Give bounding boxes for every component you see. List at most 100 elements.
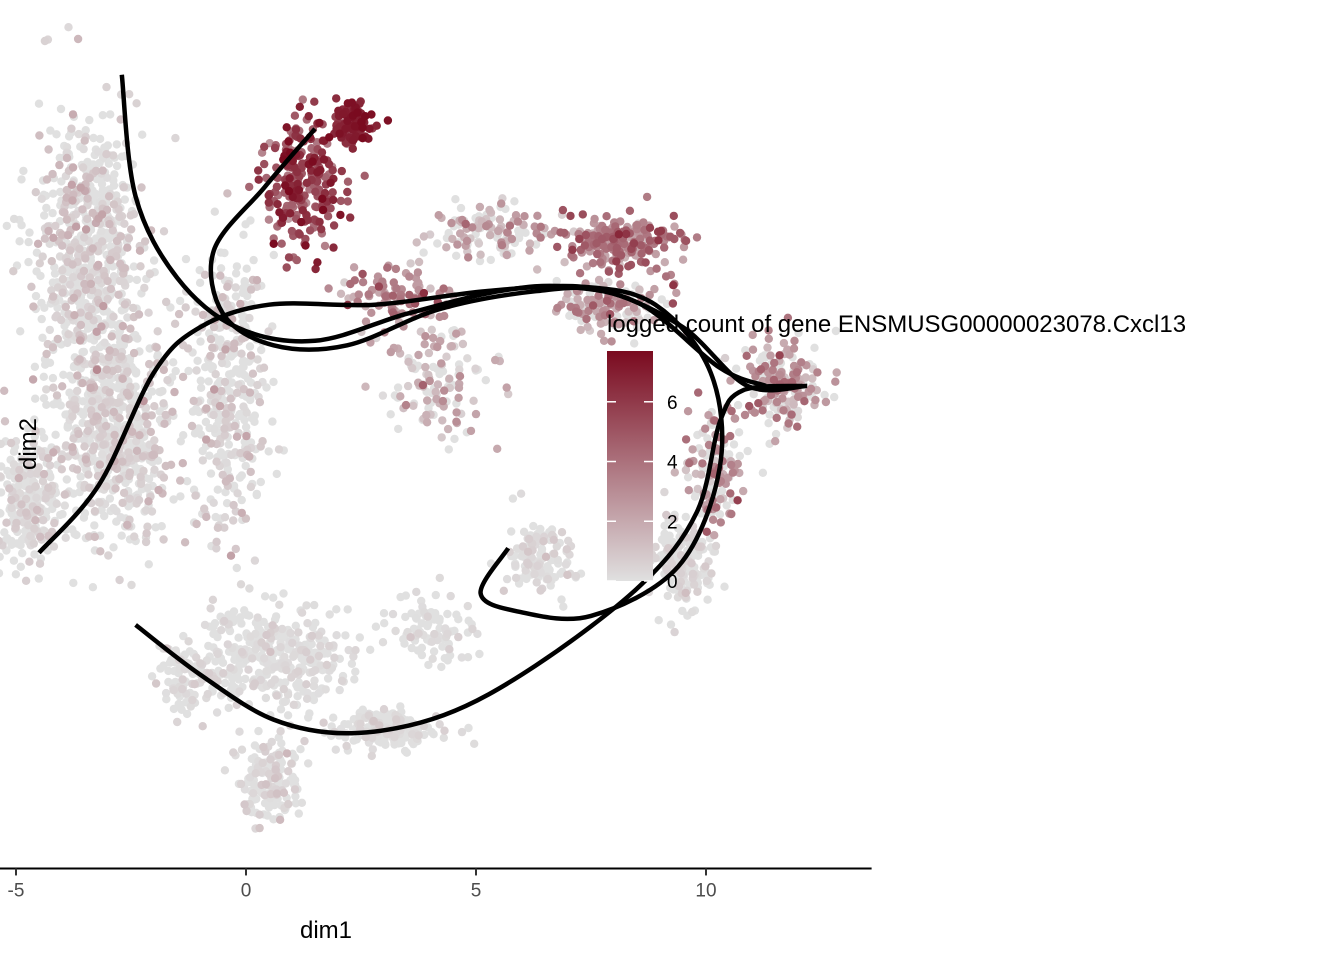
- scatter-point: [687, 559, 696, 568]
- scatter-point: [260, 159, 269, 169]
- scatter-point: [294, 667, 303, 676]
- scatter-point: [507, 234, 517, 244]
- scatter-point: [52, 499, 61, 508]
- scatter-point: [764, 334, 773, 343]
- scatter-point: [317, 225, 326, 234]
- scatter-point: [161, 410, 170, 420]
- scatter-point: [739, 486, 748, 496]
- scatter-point: [162, 695, 171, 704]
- scatter-point: [319, 155, 329, 164]
- scatter-point: [533, 561, 542, 571]
- scatter-point: [388, 609, 398, 619]
- scatter-point: [9, 214, 19, 224]
- scatter-point: [594, 275, 604, 285]
- scatter-point: [198, 722, 207, 731]
- scatter-point: [218, 293, 227, 302]
- scatter-point: [669, 281, 678, 290]
- scatter-point: [427, 637, 437, 646]
- scatter-point: [37, 314, 46, 324]
- scatter-point: [452, 408, 461, 417]
- scatter-point: [422, 410, 431, 420]
- scatter-point: [115, 575, 124, 585]
- scatter-point: [464, 723, 473, 733]
- scatter-point: [285, 174, 294, 183]
- scatter-point: [98, 111, 108, 120]
- scatter-point: [209, 622, 218, 631]
- scatter-point: [132, 275, 142, 285]
- scatter-point: [145, 269, 155, 279]
- scatter-point: [302, 178, 312, 188]
- scatter-point: [213, 523, 223, 532]
- scatter-point: [311, 187, 320, 196]
- scatter-point: [236, 299, 245, 309]
- scatter-point: [209, 629, 218, 639]
- scatter-point: [90, 532, 100, 542]
- scatter-point: [712, 503, 721, 512]
- scatter-point: [78, 378, 87, 388]
- scatter-point: [123, 313, 132, 322]
- scatter-point: [810, 343, 819, 352]
- scatter-point: [224, 440, 233, 449]
- scatter-point: [249, 780, 259, 789]
- scatter-point: [336, 196, 346, 206]
- scatter-point: [106, 284, 116, 294]
- scatter-point: [85, 173, 94, 183]
- scatter-point: [438, 642, 447, 651]
- scatter-point: [142, 529, 151, 538]
- scatter-point: [374, 282, 384, 291]
- scatter-point: [97, 210, 107, 219]
- scatter-point: [525, 246, 534, 255]
- scatter-point: [35, 259, 44, 268]
- scatter-point: [109, 200, 119, 209]
- scatter-point: [162, 297, 171, 307]
- scatter-point: [637, 249, 646, 258]
- scatter-point: [775, 351, 784, 360]
- scatter-point: [292, 255, 301, 265]
- scatter-point: [417, 643, 427, 652]
- scatter-point: [402, 748, 411, 757]
- scatter-point: [748, 330, 757, 340]
- scatter-point: [329, 713, 338, 722]
- scatter-point: [128, 427, 137, 436]
- scatter-point: [325, 641, 334, 651]
- scatter-point: [60, 208, 69, 217]
- scatter-point: [158, 386, 167, 396]
- scatter-point: [88, 583, 98, 592]
- scatter-point: [246, 351, 256, 360]
- scatter-point: [247, 754, 256, 763]
- scatter-point: [414, 731, 423, 740]
- scatter-point: [16, 327, 25, 336]
- scatter-point: [806, 384, 816, 393]
- scatter-point: [238, 317, 247, 327]
- scatter-point: [284, 186, 294, 196]
- scatter-point: [440, 386, 449, 395]
- scatter-point: [132, 99, 141, 108]
- scatter-point: [184, 637, 193, 646]
- scatter-point: [98, 166, 107, 175]
- scatter-point: [70, 311, 79, 320]
- scatter-point: [369, 716, 378, 726]
- scatter-point: [117, 352, 126, 361]
- scatter-point: [207, 362, 216, 371]
- scatter-point: [629, 239, 639, 248]
- scatter-point: [179, 631, 188, 641]
- scatter-point: [287, 673, 296, 682]
- scatter-point: [25, 557, 34, 566]
- scatter-point: [248, 654, 257, 663]
- scatter-point: [433, 239, 442, 248]
- scatter-point: [523, 547, 533, 556]
- scatter-point: [529, 521, 538, 531]
- scatter-point: [25, 228, 34, 237]
- scatter-point: [522, 574, 531, 584]
- scatter-point: [272, 182, 282, 191]
- scatter-point: [169, 495, 178, 504]
- scatter-point: [428, 333, 438, 343]
- colorbar: [607, 351, 653, 581]
- scatter-point: [214, 379, 223, 388]
- scatter-point: [251, 769, 260, 778]
- scatter-point: [279, 589, 288, 598]
- scatter-point: [51, 221, 60, 231]
- scatter-point: [381, 739, 390, 749]
- scatter-point: [590, 214, 599, 224]
- scatter-point: [111, 484, 120, 493]
